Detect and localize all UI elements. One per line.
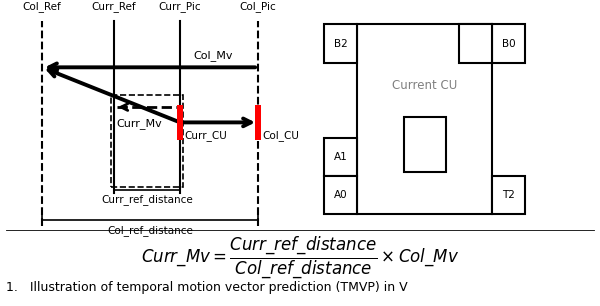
Text: 1.   Illustration of temporal motion vector prediction (TMVP) in V: 1. Illustration of temporal motion vecto…	[6, 281, 407, 294]
Bar	[492, 24, 525, 63]
Text: B0: B0	[502, 39, 515, 49]
Text: Curr_Mv: Curr_Mv	[116, 118, 162, 129]
Text: A0: A0	[334, 190, 347, 200]
Text: Curr_ref_distance: Curr_ref_distance	[101, 194, 193, 205]
Text: B1: B1	[469, 39, 482, 49]
Bar	[324, 24, 357, 63]
Text: Col_Ref: Col_Ref	[23, 1, 61, 12]
Bar	[492, 176, 525, 214]
Text: Col_CU: Col_CU	[263, 130, 299, 141]
Text: Curr_CU: Curr_CU	[184, 130, 227, 141]
Text: Col_Pic: Col_Pic	[239, 1, 277, 12]
Bar	[324, 176, 357, 214]
Text: A1: A1	[334, 152, 347, 162]
Text: T1: T1	[418, 140, 432, 150]
Text: Curr_Ref: Curr_Ref	[92, 1, 136, 12]
Text: Col_ref_distance: Col_ref_distance	[107, 225, 193, 236]
Bar	[324, 138, 357, 176]
Bar	[176, 105, 184, 140]
Text: Curr_Pic: Curr_Pic	[158, 1, 202, 12]
Text: Current CU: Current CU	[392, 79, 457, 92]
Bar	[404, 118, 446, 173]
Bar	[254, 105, 262, 140]
Text: $\mathit{Curr\_Mv} = \dfrac{\mathit{Curr\_ref\_distance}}{\mathit{Col\_ref\_dist: $\mathit{Curr\_Mv} = \dfrac{\mathit{Curr…	[141, 234, 459, 280]
Text: B2: B2	[334, 39, 347, 49]
Bar	[111, 95, 183, 187]
Text: Col_Mv: Col_Mv	[193, 50, 233, 61]
Bar	[357, 24, 492, 214]
Text: T2: T2	[502, 190, 515, 200]
Bar	[459, 24, 492, 63]
